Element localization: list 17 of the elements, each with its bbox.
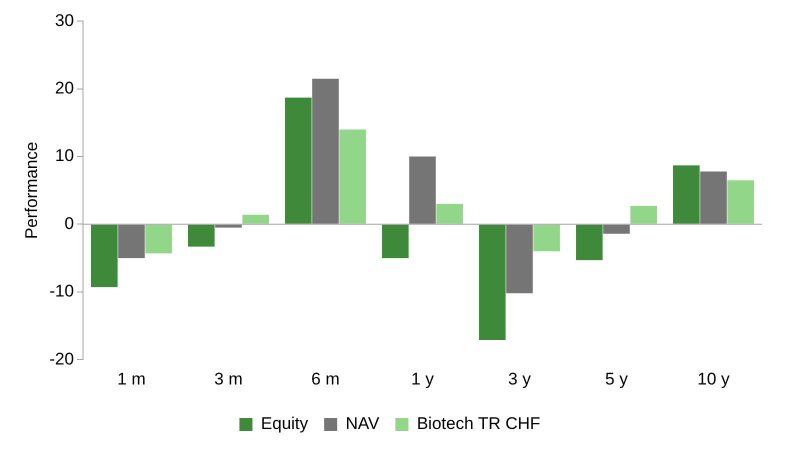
y-tick-label: 10 — [55, 146, 74, 166]
y-tick-label: 0 — [64, 214, 74, 233]
legend-label: NAV — [346, 414, 380, 434]
x-tick-label: 1 m — [117, 369, 146, 388]
legend-label: Biotech TR CHF — [416, 414, 540, 434]
x-tick-label: 3 y — [508, 369, 532, 388]
y-tick-label: 30 — [55, 10, 74, 30]
y-axis-title: Performance — [22, 142, 41, 240]
x-tick-label: 1 y — [411, 369, 434, 388]
y-tick-label: 20 — [55, 78, 74, 98]
y-tick-label: -10 — [49, 282, 74, 301]
x-tick-label: 10 y — [697, 369, 730, 388]
x-tick-label: 3 m — [214, 369, 243, 388]
x-tick-label: 6 m — [311, 369, 340, 388]
y-tick-label: -20 — [49, 349, 74, 368]
x-tick-label: 5 y — [605, 369, 628, 388]
legend-label: Equity — [260, 414, 309, 434]
